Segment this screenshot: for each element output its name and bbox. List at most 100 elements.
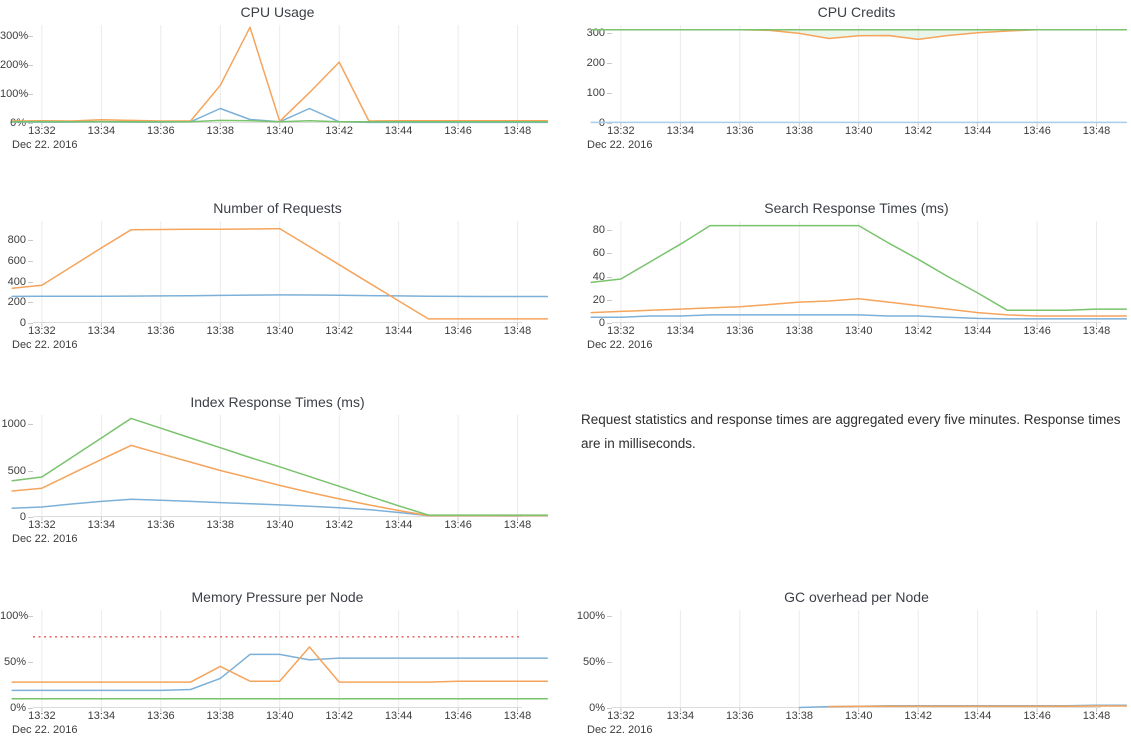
x-axis-date-label: Dec 22. 2016 [587,139,653,151]
x-axis-tick-label: 13:48 [503,125,532,137]
x-axis-tick-label: 13:38 [785,325,814,337]
y-axis-tick-mark [28,470,33,472]
x-axis-tick-label: 13:40 [844,325,873,337]
x-axis-tick-label: 13:44 [963,325,992,337]
x-axis-tick-label: 13:36 [726,710,754,722]
x-axis-tick-label: 13:48 [1082,125,1111,137]
chart-title: Index Response Times (ms) [190,394,365,410]
x-axis-tick-label: 13:44 [963,710,992,722]
chart-title: CPU Usage [240,4,315,20]
x-axis-date-label: Dec 22. 2016 [12,139,78,151]
y-axis-tick-label: 0% [589,702,605,714]
y-axis-tick-mark [28,94,33,95]
x-axis-tick-label: 13:42 [325,710,353,722]
chart-plot-area[interactable] [11,610,549,714]
x-axis-tick-label: 13:42 [325,519,353,531]
x-axis-tick-label: 13:36 [147,519,175,531]
x-axis-tick-label: 13:42 [904,710,932,722]
line-series-blue [11,294,549,298]
x-axis-tick-label: 13:38 [206,710,235,722]
line-series-green [590,224,1128,312]
y-axis-tick-mark [607,123,612,124]
x-axis-tick-label: 13:40 [844,125,873,137]
y-axis-tick-label: 50% [3,655,26,668]
chart-title: CPU Credits [817,4,896,20]
y-axis-tick-label: 200 [7,296,26,309]
line-series-blue [11,653,549,692]
y-axis-tick-label: 200 [586,56,605,69]
chart-cpu-usage: CPU Usage 0% 100% 200% 300% 13:32 13:34 13:36 13… [0,0,549,161]
y-axis-tick-mark [607,92,612,94]
x-axis-tick-label: 13:42 [325,125,353,137]
chart-plot-area[interactable] [590,25,1128,129]
x-axis-tick-label: 13:44 [963,125,992,137]
chart-title: Search Response Times (ms) [764,200,949,216]
x-axis-tick-label: 13:46 [1023,710,1051,722]
x-axis-tick-label: 13:40 [844,710,873,722]
y-axis-tick-mark [28,36,33,38]
x-axis-tick-label: 13:40 [265,125,294,137]
x-axis-tick-label: 13:40 [265,710,294,722]
y-axis-tick-mark [607,253,612,255]
chart-plot-area[interactable] [590,221,1128,329]
chart-title: GC overhead per Node [784,589,929,605]
y-axis-tick-label: 0 [598,317,605,329]
chart-cpu-credits: CPU Credits 0 100 200 300 13:32 13:34 13:36 13:3… [565,0,1128,161]
line-series-orange [11,227,549,320]
y-axis-tick-label: 1000 [1,418,26,431]
y-axis-tick-mark [28,65,33,66]
x-axis-tick-label: 13:46 [444,519,472,531]
chart-plot-area[interactable] [11,25,549,129]
y-axis-tick-mark [28,260,33,262]
y-axis-tick-label: 100% [576,609,605,622]
y-axis-tick-mark [607,615,612,617]
y-axis-tick-label: 60 [592,247,605,260]
x-axis-tick-label: 13:34 [87,519,116,531]
x-axis-tick-label: 13:38 [206,325,235,337]
x-axis-date-label: Dec 22. 2016 [12,533,78,545]
aggregation-note: Request statistics and response times ar… [581,412,1121,452]
x-axis-tick-label: 13:34 [87,125,116,137]
y-axis-tick-mark [607,661,612,663]
line-series-green [11,119,549,123]
x-axis-tick-label: 13:46 [1023,325,1051,337]
x-axis-tick-label: 13:42 [904,125,932,137]
x-axis-date-label: Dec 22. 2016 [587,724,653,736]
chart-search-response-times: Search Response Times (ms) 0 20 40 60 80 13:32… [565,196,1128,361]
y-axis-tick-mark [607,62,612,64]
line-series-orange [590,297,1128,317]
x-axis-tick-label: 13:32 [28,325,56,337]
y-axis-tick-label: 200% [0,59,29,71]
x-axis-tick-label: 13:36 [147,125,175,137]
y-axis-tick-mark [28,302,33,304]
y-axis-tick-label: 80 [592,224,605,237]
y-axis-tick-mark [607,299,612,301]
y-axis-tick-label: 0% [10,702,26,714]
x-axis-tick-label: 13:36 [726,325,754,337]
x-axis-tick-label: 13:38 [206,125,235,137]
y-axis-tick-label: 400 [7,275,26,288]
x-axis-tick-label: 13:34 [666,710,695,722]
chart-plot-area[interactable] [11,415,549,523]
chart-plot-area[interactable] [11,221,549,329]
x-axis-tick-label: 13:32 [28,710,56,722]
x-axis-tick-label: 13:44 [384,519,413,531]
chart-plot-area[interactable] [612,610,1128,714]
x-axis-tick-label: 13:32 [607,710,635,722]
x-axis-tick-label: 13:40 [265,519,294,531]
x-axis-tick-label: 13:48 [503,710,532,722]
y-axis-tick-mark [28,323,33,324]
y-axis-tick-mark [28,517,33,518]
line-series-green [11,417,549,516]
y-axis-tick-mark [28,661,33,663]
y-axis-tick-label: 800 [7,234,26,247]
x-axis-tick-label: 13:34 [87,325,116,337]
x-axis-tick-label: 13:32 [607,325,635,337]
x-axis-tick-label: 13:48 [503,325,532,337]
x-axis-tick-label: 13:36 [147,325,175,337]
y-axis-tick-label: 0 [19,511,26,523]
chart-index-response-times: Index Response Times (ms) 0 500 1000 13:32 13… [0,390,549,555]
x-axis-tick-label: 13:34 [666,325,695,337]
y-axis-tick-mark [28,424,33,426]
